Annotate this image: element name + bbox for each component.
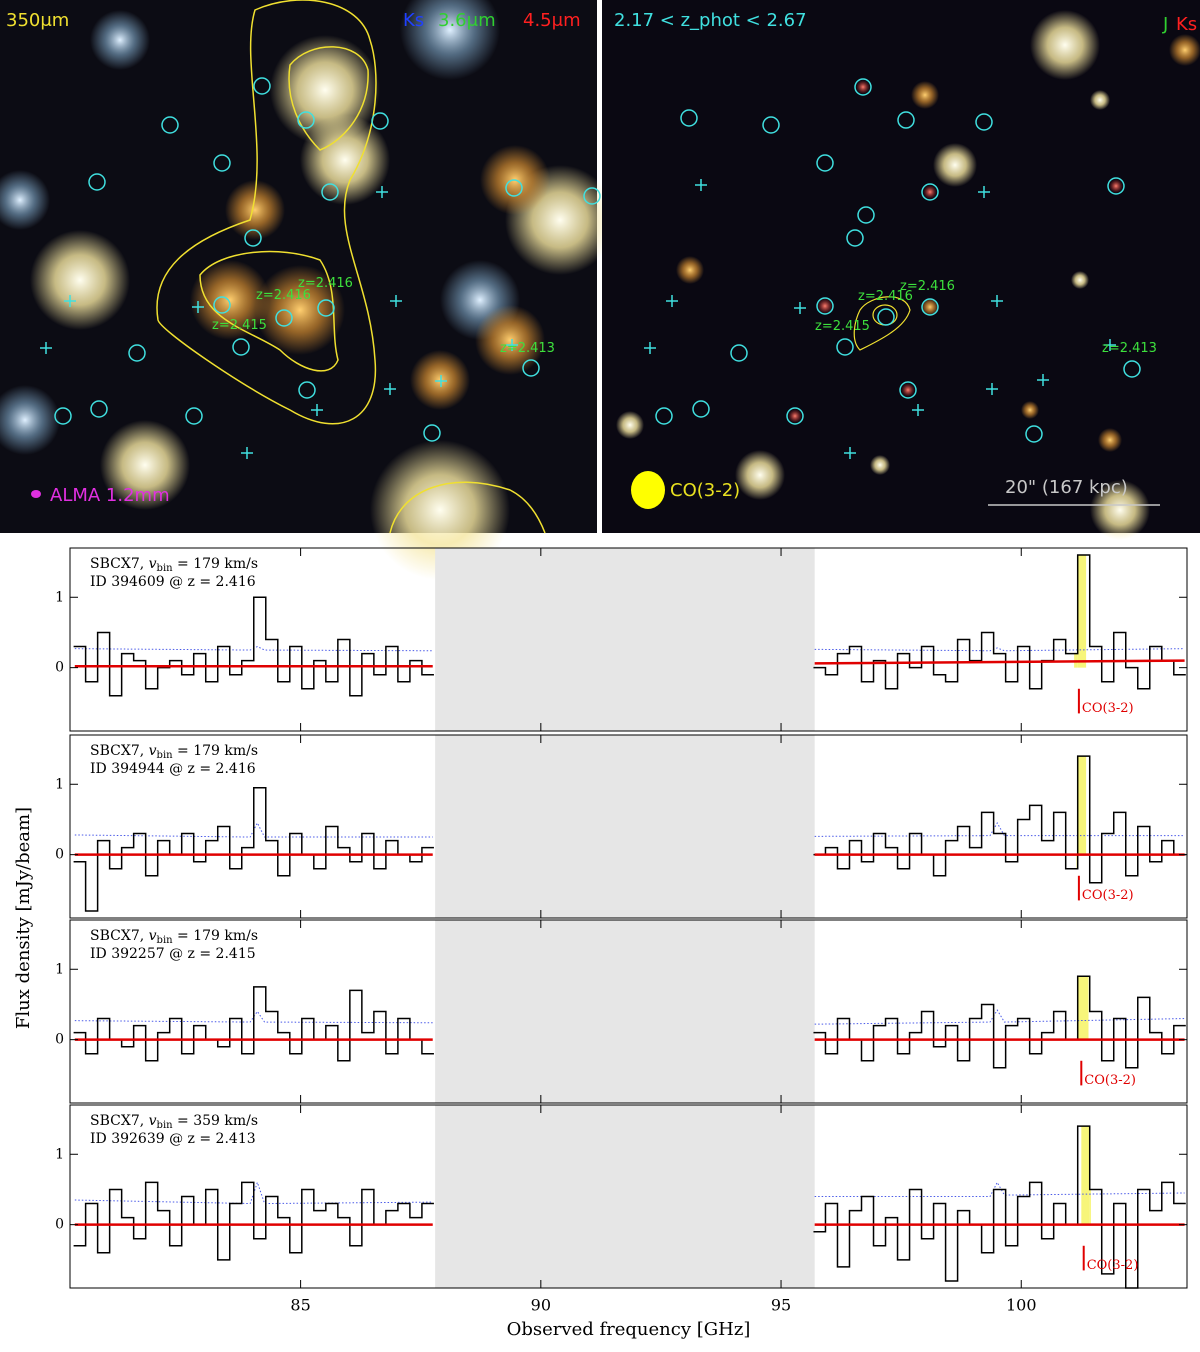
z-label: z=2.416 (900, 279, 955, 294)
beam-label: ALMA 1.2mm (50, 485, 170, 506)
spectrum (73, 1125, 1186, 1289)
line-label: CO(3-2) (1087, 1258, 1139, 1273)
filter-label: 3.6μm (438, 10, 496, 31)
x-tick-label: 100 (1006, 1296, 1037, 1315)
annotation: ID 392257 @ z = 2.415 (90, 946, 256, 962)
masked-range (435, 735, 815, 918)
x-tick-label: 95 (771, 1296, 791, 1315)
masked-range (435, 920, 815, 1103)
annotation: SBCX7, vbin = 179 km/s (90, 928, 258, 946)
highlight (1077, 555, 1087, 668)
annotation-part: v (149, 928, 157, 944)
annotation-part: = 179 km/s (173, 928, 258, 944)
left-image: 350μm Ks 3.6μm 4.5μm ALMA 1.2mm z=2.416 … (0, 0, 615, 580)
spectrum (73, 554, 1186, 697)
panel-frame (69, 734, 1188, 919)
annotation-part: SBCX7, (90, 928, 149, 944)
annotation: ID 392639 @ z = 2.413 (90, 1131, 256, 1147)
line-label: CO(3-2) (1084, 1073, 1136, 1088)
panel-frame (69, 1104, 1188, 1289)
filter-label: Ks (403, 10, 424, 31)
z-label: z=2.416 (298, 276, 353, 291)
noise-line (74, 1180, 1185, 1205)
x-tick-label: 90 (531, 1296, 551, 1315)
beam (31, 490, 41, 498)
line-label: CO(3-2) (1082, 701, 1134, 716)
annotation-part: v (149, 556, 157, 572)
z-label: z=2.413 (500, 341, 555, 356)
annotation-part: v (149, 1113, 157, 1129)
annotation-part: v (149, 743, 157, 759)
annotation-part: SBCX7, (90, 1113, 149, 1129)
beam-label: CO(3-2) (670, 480, 740, 501)
baseline-line (74, 659, 1185, 668)
y-tick-label: 1 (55, 776, 64, 792)
markers (40, 77, 601, 459)
panel-frame (69, 919, 1188, 1104)
y-tick-label: 0 (55, 660, 64, 676)
range-label: 2.17 < z_phot < 2.67 (614, 10, 807, 31)
z-label: z=2.415 (212, 318, 267, 333)
scale-label: 20" (167 kpc) (1005, 477, 1128, 498)
contours (156, 0, 546, 534)
z-label: z=2.416 (858, 289, 913, 304)
beam (631, 471, 665, 509)
z-label: z=2.415 (815, 319, 870, 334)
filter-label: Ks (1176, 14, 1197, 35)
x-tick-label: 85 (290, 1296, 310, 1315)
annotation-part: = 179 km/s (173, 743, 258, 759)
annotation: ID 394944 @ z = 2.416 (90, 761, 256, 777)
highlight (1089, 1189, 1091, 1225)
right-image: 2.17 < z_phot < 2.67 J Ks CO(3-2) 20" (1… (602, 0, 1200, 540)
annotation-part: bin (157, 750, 174, 761)
masked-range (435, 1105, 815, 1288)
x-axis-label: Observed frequency [GHz] (507, 1319, 751, 1340)
spectrum (73, 975, 1186, 1069)
annotation: SBCX7, vbin = 359 km/s (90, 1113, 258, 1131)
annotation-part: bin (157, 935, 174, 946)
annotation-part: bin (157, 1120, 174, 1131)
noise-line (74, 1009, 1185, 1025)
annotation-part: SBCX7, (90, 556, 149, 572)
sources (0, 0, 615, 580)
y-tick-label: 0 (55, 1032, 64, 1048)
line-label: CO(3-2) (1082, 888, 1134, 903)
annotation-part: = 359 km/s (173, 1113, 258, 1129)
panel-frame (69, 547, 1188, 732)
filter-label: J (1162, 14, 1168, 35)
highlight (1077, 976, 1089, 1040)
z-label: z=2.416 (256, 288, 311, 303)
noise-line (74, 821, 1185, 838)
highlight (1077, 756, 1087, 855)
annotation: SBCX7, vbin = 179 km/s (90, 743, 258, 761)
highlight (1081, 1126, 1090, 1225)
annotation-part: = 179 km/s (173, 556, 258, 572)
y-axis-label: Flux density [mJy/beam] (13, 807, 34, 1029)
y-tick-label: 0 (55, 847, 64, 863)
y-tick-label: 1 (55, 589, 64, 605)
noise-line (74, 645, 1185, 652)
z-label: z=2.413 (1102, 341, 1157, 356)
masked-range (435, 548, 815, 731)
sources (616, 10, 1200, 540)
spectra: Flux density [mJy/beam] CO(3-2) 0 1 SBCX7, … (13, 547, 1188, 1340)
annotation-part: bin (157, 563, 174, 574)
markers (644, 78, 1141, 459)
annotation: ID 394609 @ z = 2.416 (90, 574, 256, 590)
y-tick-label: 1 (55, 1146, 64, 1162)
annotation: SBCX7, vbin = 179 km/s (90, 556, 258, 574)
filter-label: 4.5μm (523, 10, 581, 31)
spectrum (73, 755, 1186, 912)
y-tick-label: 0 (55, 1217, 64, 1233)
band-label: 350μm (6, 10, 69, 31)
y-tick-label: 1 (55, 961, 64, 977)
annotation-part: SBCX7, (90, 743, 149, 759)
